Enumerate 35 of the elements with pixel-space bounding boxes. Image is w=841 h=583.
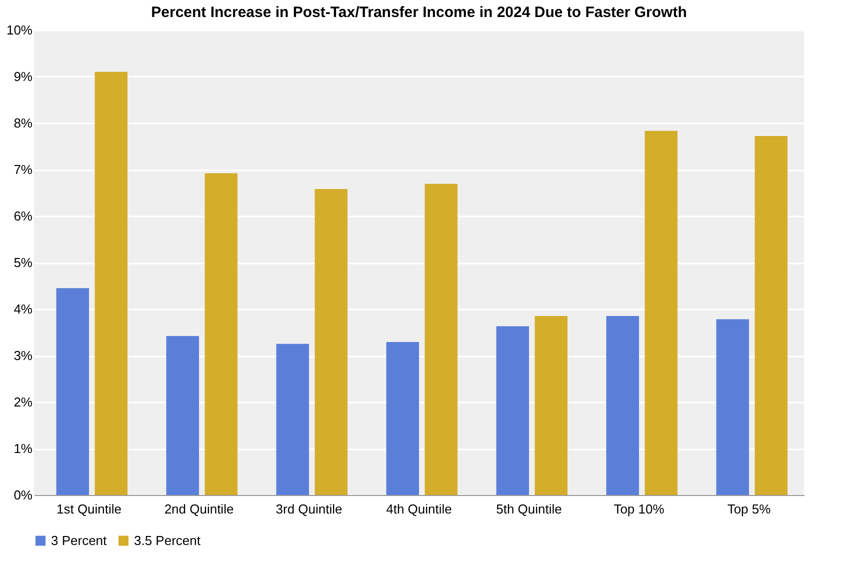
y-tick-label: 6% <box>14 208 33 224</box>
bar <box>94 72 128 495</box>
bar <box>386 342 419 495</box>
y-tick-label: 7% <box>14 162 33 177</box>
y-tick-label: 8% <box>14 116 33 130</box>
bar <box>424 184 458 495</box>
y-tick-label: 3% <box>14 348 33 363</box>
bar <box>314 189 348 495</box>
bar <box>276 344 309 495</box>
bar <box>204 173 238 495</box>
bar <box>56 288 89 495</box>
y-tick-label: 5% <box>14 255 33 270</box>
y-tick-label: 0% <box>14 488 33 502</box>
y-tick-label: 4% <box>14 302 33 316</box>
bar <box>166 336 199 495</box>
bar <box>644 130 678 495</box>
y-tick-label: 9% <box>14 69 33 84</box>
bar <box>534 316 568 495</box>
chart-title: Percent Increase in Post-Tax/Transfer Income in 2024 Due to Faster Growth <box>151 4 687 21</box>
bar <box>606 316 639 495</box>
x-tick-label: 5th Quintile <box>496 502 562 516</box>
x-tick-label: 4th Quintile <box>386 502 452 516</box>
y-tick-label: 2% <box>14 394 33 410</box>
x-tick-label: 3rd Quintile <box>276 502 342 516</box>
bar <box>754 136 788 495</box>
x-tick-label: 1st Quintile <box>56 502 122 516</box>
legend-label: 3 Percent <box>51 532 108 548</box>
x-tick-label: Top 10% <box>614 502 665 516</box>
y-tick-label: 1% <box>14 441 33 456</box>
y-tick-label: 10% <box>6 22 33 38</box>
legend-label: 3.5 Percent <box>134 532 201 548</box>
bar <box>496 326 529 495</box>
bar <box>716 319 749 495</box>
x-tick-label: 2nd Quintile <box>164 502 234 516</box>
x-tick-label: Top 5% <box>727 502 772 516</box>
